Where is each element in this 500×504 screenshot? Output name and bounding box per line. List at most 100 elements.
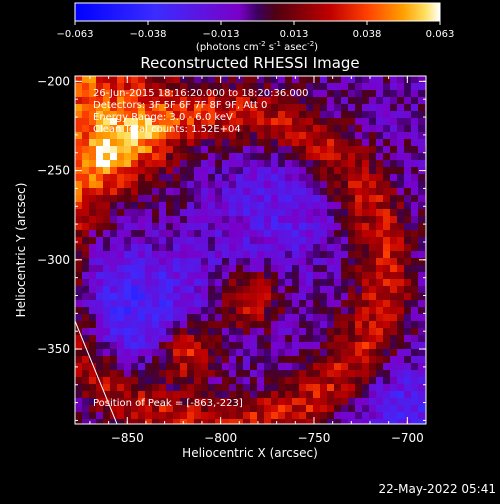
heatmap-cell	[390, 258, 397, 265]
heatmap-cell	[313, 356, 320, 363]
heatmap-cell	[313, 83, 320, 90]
heatmap-cell	[236, 286, 243, 293]
heatmap-cell	[180, 384, 187, 391]
heatmap-cell	[229, 202, 236, 209]
heatmap-cell	[75, 181, 82, 188]
heatmap-cell	[117, 342, 124, 349]
heatmap-cell	[110, 265, 117, 272]
heatmap-cell	[215, 195, 222, 202]
heatmap-cell	[278, 83, 285, 90]
heatmap-cell	[194, 188, 201, 195]
heatmap-cell	[201, 370, 208, 377]
heatmap-cell	[138, 111, 145, 118]
heatmap-cell	[299, 118, 306, 125]
heatmap-cell	[320, 90, 327, 97]
heatmap-cell	[222, 118, 229, 125]
heatmap-cell	[404, 167, 411, 174]
heatmap-cell	[390, 377, 397, 384]
heatmap-cell	[159, 160, 166, 167]
heatmap-cell	[166, 251, 173, 258]
heatmap-cell	[166, 209, 173, 216]
heatmap-cell	[145, 279, 152, 286]
heatmap-cell	[327, 328, 334, 335]
heatmap-cell	[383, 314, 390, 321]
heatmap-cell	[82, 398, 89, 405]
heatmap-cell	[82, 181, 89, 188]
heatmap-cell	[124, 265, 131, 272]
heatmap-cell	[173, 314, 180, 321]
heatmap-cell	[166, 356, 173, 363]
heatmap-cell	[397, 174, 404, 181]
heatmap-cell	[397, 83, 404, 90]
heatmap-cell	[348, 195, 355, 202]
heatmap-cell	[369, 272, 376, 279]
heatmap-cell	[117, 405, 124, 412]
heatmap-cell	[257, 181, 264, 188]
heatmap-cell	[173, 237, 180, 244]
heatmap-cell	[166, 174, 173, 181]
heatmap-cell	[201, 118, 208, 125]
heatmap-cell	[236, 90, 243, 97]
heatmap-cell	[355, 356, 362, 363]
heatmap-cell	[75, 307, 82, 314]
heatmap-cell	[306, 167, 313, 174]
heatmap-cell	[117, 328, 124, 335]
heatmap-cell	[166, 223, 173, 230]
heatmap-cell	[215, 174, 222, 181]
heatmap-cell	[124, 181, 131, 188]
heatmap-cell	[285, 258, 292, 265]
heatmap-cell	[271, 307, 278, 314]
heatmap-cell	[187, 370, 194, 377]
heatmap-cell	[362, 139, 369, 146]
heatmap-cell	[348, 342, 355, 349]
heatmap-cell	[208, 195, 215, 202]
heatmap-cell	[390, 174, 397, 181]
heatmap-cell	[89, 139, 96, 146]
colorbar-unit-label: (photons cm-2 s-1 asec-2)	[196, 40, 318, 53]
heatmap-cell	[348, 363, 355, 370]
heatmap-cell	[376, 279, 383, 286]
heatmap-cell	[271, 90, 278, 97]
heatmap-cell	[313, 377, 320, 384]
heatmap-cell	[159, 97, 166, 104]
heatmap-cell	[229, 384, 236, 391]
heatmap-cell	[152, 384, 159, 391]
heatmap-cell	[82, 167, 89, 174]
heatmap-cell	[418, 195, 425, 202]
heatmap-cell	[215, 209, 222, 216]
heatmap-cell	[250, 90, 257, 97]
heatmap-cell	[404, 216, 411, 223]
heatmap-cell	[376, 160, 383, 167]
heatmap-cell	[138, 104, 145, 111]
heatmap-cell	[180, 391, 187, 398]
heatmap-cell	[306, 398, 313, 405]
heatmap-cell	[397, 391, 404, 398]
heatmap-cell	[320, 307, 327, 314]
heatmap-cell	[194, 370, 201, 377]
heatmap-cell	[376, 90, 383, 97]
heatmap-cell	[397, 230, 404, 237]
heatmap-cell	[222, 398, 229, 405]
heatmap-cell	[376, 181, 383, 188]
heatmap-cell	[166, 111, 173, 118]
heatmap-cell	[82, 216, 89, 223]
heatmap-cell	[369, 244, 376, 251]
heatmap-cell	[180, 321, 187, 328]
heatmap-cell	[390, 195, 397, 202]
heatmap-cell	[159, 328, 166, 335]
heatmap-cell	[159, 405, 166, 412]
heatmap-cell	[131, 349, 138, 356]
heatmap-cell	[418, 279, 425, 286]
heatmap-cell	[152, 90, 159, 97]
heatmap-cell	[341, 188, 348, 195]
heatmap-cell	[89, 328, 96, 335]
heatmap-cell	[250, 244, 257, 251]
heatmap-cell	[285, 405, 292, 412]
heatmap-cell	[271, 363, 278, 370]
heatmap-cell	[89, 293, 96, 300]
heatmap-cell	[145, 153, 152, 160]
heatmap-cell	[397, 97, 404, 104]
heatmap-cell	[173, 97, 180, 104]
heatmap-cell	[376, 153, 383, 160]
heatmap-cell	[369, 230, 376, 237]
